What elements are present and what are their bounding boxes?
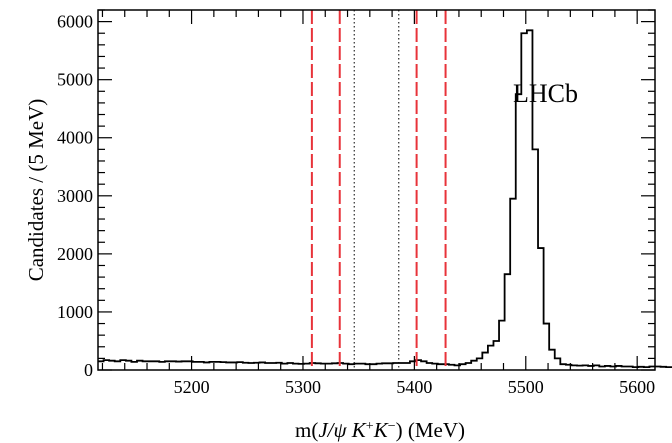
y-tick-label: 5000 (57, 70, 93, 90)
y-tick-label: 3000 (57, 186, 93, 206)
lhcb-annotation: LHCb (513, 79, 578, 108)
y-axis: 0 1000 2000 3000 4000 5000 6000 (57, 9, 655, 380)
x-tick-label: 5200 (174, 377, 210, 397)
histogram-line (98, 29, 672, 368)
y-tick-label: 1000 (57, 302, 93, 322)
y-tick-label: 4000 (57, 128, 93, 148)
x-tick-label: 5300 (285, 377, 321, 397)
y-tick-label: 2000 (57, 244, 93, 264)
y-tick-label: 0 (84, 360, 93, 380)
y-axis-title: Candidates / (5 MeV) (24, 99, 48, 282)
x-axis: 5200 5300 5400 5500 5600 (101, 10, 655, 397)
plot-frame (97, 9, 656, 371)
x-axis-title: m(J/ψ K+K−) (MeV) (295, 418, 465, 442)
x-tick-label: 5500 (508, 377, 544, 397)
y-tick-label: 6000 (57, 12, 93, 32)
x-tick-label: 5600 (619, 377, 655, 397)
x-tick-label: 5400 (396, 377, 432, 397)
plot-area (97, 9, 672, 371)
